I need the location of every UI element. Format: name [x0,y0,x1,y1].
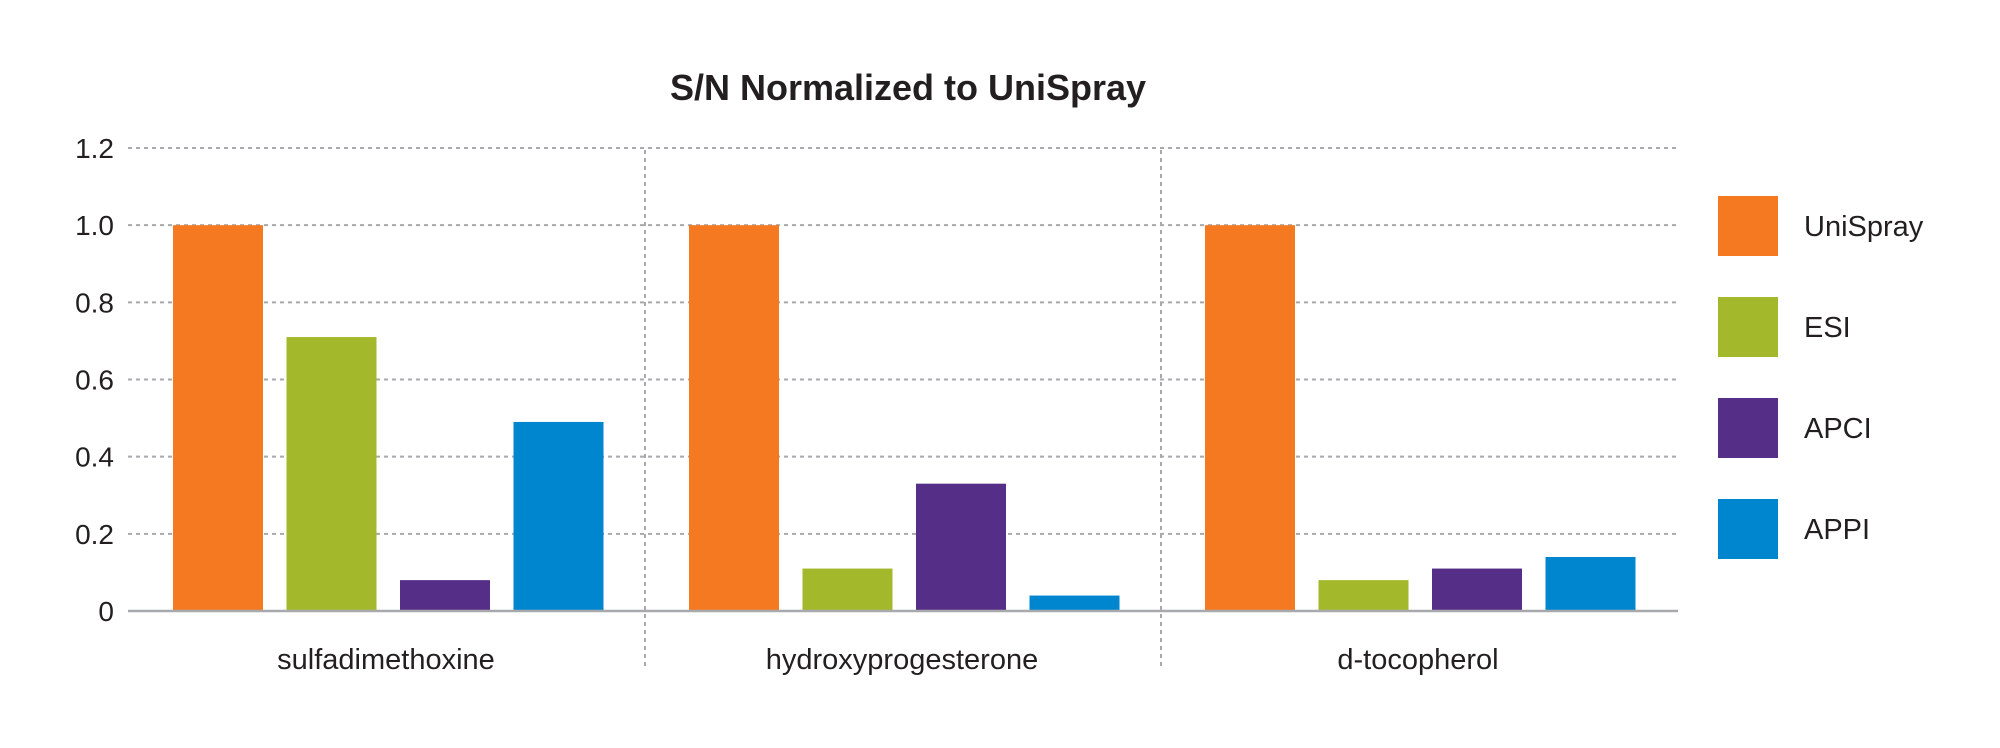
bar-appi-d-tocopherol [1545,556,1636,611]
bar-esi-sulfadimethoxine [286,337,377,611]
x-tick-label: d-tocopherol [1337,644,1498,676]
legend-swatch-apci [1718,398,1778,458]
legend-label-apci: APCI [1804,413,1872,445]
category-labels: sulfadimethoxine hydroxyprogesterone d-toc… [277,644,1498,676]
bar-unispray-hydroxyprogesterone [689,225,779,611]
bars [173,225,1636,611]
legend-label-appi: APPI [1804,514,1870,546]
x-tick-label: hydroxyprogesterone [766,644,1038,676]
chart-title: S/N Normalized to UniSpray [670,67,1146,108]
bar-appi-hydroxyprogesterone [1029,595,1120,611]
bar-unispray-sulfadimethoxine [173,225,263,611]
y-tick-label: 0 [98,596,114,627]
bar-apci-d-tocopherol [1432,568,1522,611]
y-tick-label: 0.8 [75,287,114,318]
bar-apci-sulfadimethoxine [400,580,490,611]
bar-apci-hydroxyprogesterone [916,483,1006,611]
category-separators [644,150,1162,668]
y-tick-label: 1.0 [75,210,114,241]
x-tick-label: sulfadimethoxine [277,644,495,676]
y-tick-label: 1.2 [75,133,114,164]
bar-esi-d-tocopherol [1318,580,1409,611]
legend-label-esi: ESI [1804,312,1851,344]
legend-swatch-esi [1718,297,1778,357]
bar-appi-sulfadimethoxine [513,421,604,611]
y-tick-label: 0.4 [75,442,114,473]
legend-swatch-appi [1718,499,1778,559]
bar-esi-hydroxyprogesterone [802,568,893,611]
legend-label-unispray: UniSpray [1804,211,1924,243]
y-tick-label: 0.2 [75,519,114,550]
bar-unispray-d-tocopherol [1205,225,1295,611]
grid [128,147,1678,535]
y-tick-label: 0.6 [75,365,114,396]
legend-swatch-unispray [1718,196,1778,256]
legend: UniSpray ESI APCI APPI [1718,196,1924,559]
y-axis: 0 0.2 0.4 0.6 0.8 1.0 1.2 [75,133,114,627]
